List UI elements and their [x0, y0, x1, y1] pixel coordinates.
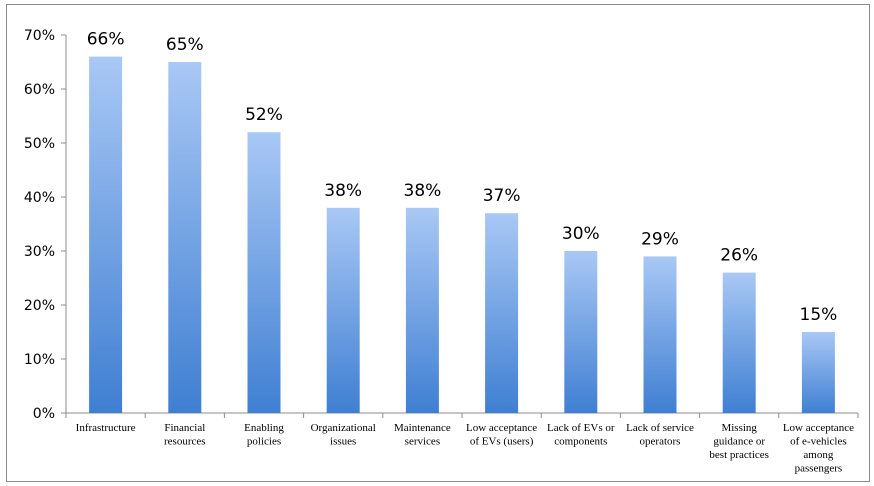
x-tick-label-line: components	[554, 436, 607, 448]
x-tick-label-line: services	[405, 436, 440, 448]
y-tick-label: 0%	[33, 406, 55, 422]
data-label: 38%	[404, 181, 442, 201]
x-tick-label-line: Lack of service	[626, 422, 694, 434]
y-tick-label: 10%	[24, 352, 55, 368]
x-tick-label: Low acceptance of e-vehicles among passenge…	[783, 422, 854, 475]
data-label: 38%	[324, 181, 362, 201]
x-tick-label-line: among	[803, 449, 833, 461]
x-tick-label-line: passengers	[795, 463, 843, 475]
y-tick-label: 70%	[24, 28, 55, 44]
bar	[485, 213, 519, 413]
y-tick-label: 40%	[24, 190, 55, 206]
x-tick-label-line: Enabling	[244, 422, 284, 434]
x-tick-label: Lack of service operators	[626, 422, 694, 448]
data-label: 29%	[641, 229, 679, 249]
x-tick-label: Maintenance services	[394, 422, 451, 448]
bar	[643, 256, 677, 413]
y-axis: 0% 10% 20% 30% 40% 50% 60% 70%	[24, 28, 67, 422]
bar	[405, 207, 439, 413]
bar	[89, 56, 123, 413]
bar	[247, 132, 281, 413]
x-tick-label-line: Low acceptance	[783, 422, 854, 434]
data-label: 65%	[166, 35, 204, 55]
data-label: 30%	[562, 224, 600, 244]
x-tick-label-line: issues	[330, 436, 356, 448]
x-axis	[65, 412, 859, 418]
bar	[168, 62, 202, 413]
x-tick-label-line: Maintenance	[394, 422, 451, 434]
x-tick-label-line: operators	[640, 436, 681, 448]
bars	[89, 56, 835, 413]
data-label: 15%	[800, 305, 838, 325]
x-tick-label-line: resources	[164, 436, 206, 448]
x-tick-label: Organizational issues	[311, 422, 376, 448]
data-label: 26%	[720, 246, 758, 266]
bar	[326, 207, 360, 413]
bar	[801, 332, 835, 413]
x-tick-labels: Infrastructure Financial resources Enabling…	[76, 422, 854, 475]
y-tick-label: 20%	[24, 298, 55, 314]
x-tick-label-line: of EVs (users)	[470, 436, 534, 448]
x-tick-label-line: of e-vehicles	[790, 436, 847, 448]
data-label: 66%	[87, 30, 125, 50]
data-labels: 66% 65% 52% 38% 38% 37% 30% 29% 26% 15%	[87, 30, 838, 325]
x-tick-label-line: Low acceptance	[466, 422, 537, 434]
x-tick-label: Financial resources	[164, 422, 206, 448]
x-tick-label-line: best practices	[709, 449, 769, 461]
x-tick-label: Low acceptance of EVs (users)	[466, 422, 537, 448]
x-tick-label: Enabling policies	[244, 422, 284, 448]
bar	[722, 272, 756, 413]
data-label: 52%	[245, 105, 283, 125]
x-tick-label-line: Financial	[164, 422, 205, 434]
bar	[564, 251, 598, 413]
x-tick-label-line: Infrastructure	[76, 422, 136, 434]
x-tick-label: Missing guidance or best practices	[709, 422, 769, 461]
x-tick-label-line: Missing	[721, 422, 757, 434]
x-tick-label-line: Lack of EVs or	[547, 422, 615, 434]
x-tick-label-line: guidance or	[713, 436, 765, 448]
y-tick-label: 50%	[24, 136, 55, 152]
y-tick-label: 30%	[24, 244, 55, 260]
x-tick-label: Lack of EVs or components	[547, 422, 615, 448]
x-tick-label-line: Organizational	[311, 422, 376, 434]
x-tick-label: Infrastructure	[76, 422, 136, 434]
data-label: 37%	[483, 186, 521, 206]
x-tick-label-line: policies	[247, 436, 281, 448]
y-tick-label: 60%	[24, 82, 55, 98]
